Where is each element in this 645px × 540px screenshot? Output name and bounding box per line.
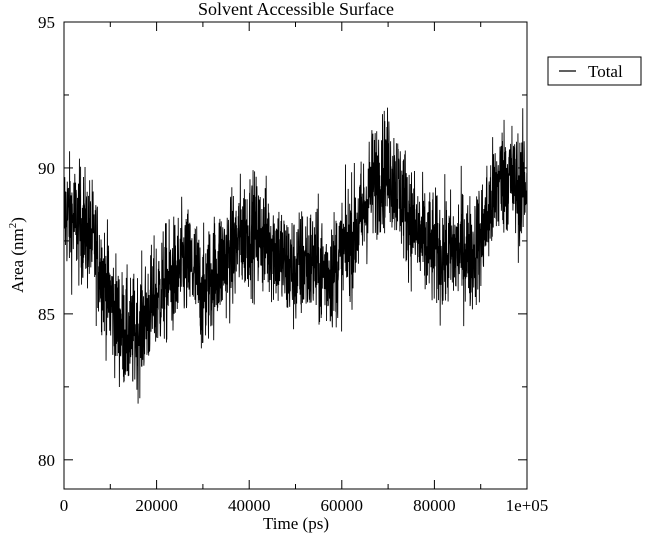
chart-title: Solvent Accessible Surface [198, 0, 394, 19]
series-line-total [63, 107, 528, 404]
y-axis-label-superscript: 2 [7, 223, 19, 229]
y-tick-label: 95 [38, 13, 55, 32]
y-tick-label: 85 [38, 305, 55, 324]
y-tick-label: 90 [38, 159, 55, 178]
x-tick-label: 20000 [135, 496, 178, 515]
x-tick-label: 40000 [228, 496, 271, 515]
x-tick-label: 60000 [321, 496, 364, 515]
x-tick-label: 80000 [413, 496, 456, 515]
series-layer [63, 107, 528, 404]
x-tick-label: 0 [60, 496, 69, 515]
y-axis-label: Area (nm2) [7, 217, 27, 293]
legend-label-total: Total [588, 62, 623, 81]
y-axis: 80 85 90 95 [38, 13, 527, 470]
x-axis-label: Time (ps) [263, 514, 329, 533]
x-tick-label: 1e+05 [506, 496, 549, 515]
y-tick-label: 80 [38, 451, 55, 470]
y-axis-label-close: ) [8, 217, 27, 223]
legend: Total [547, 56, 642, 86]
x-axis: 0 20000 40000 60000 80000 1e+05 [60, 22, 549, 515]
y-axis-label-main: Area (nm [8, 228, 27, 293]
